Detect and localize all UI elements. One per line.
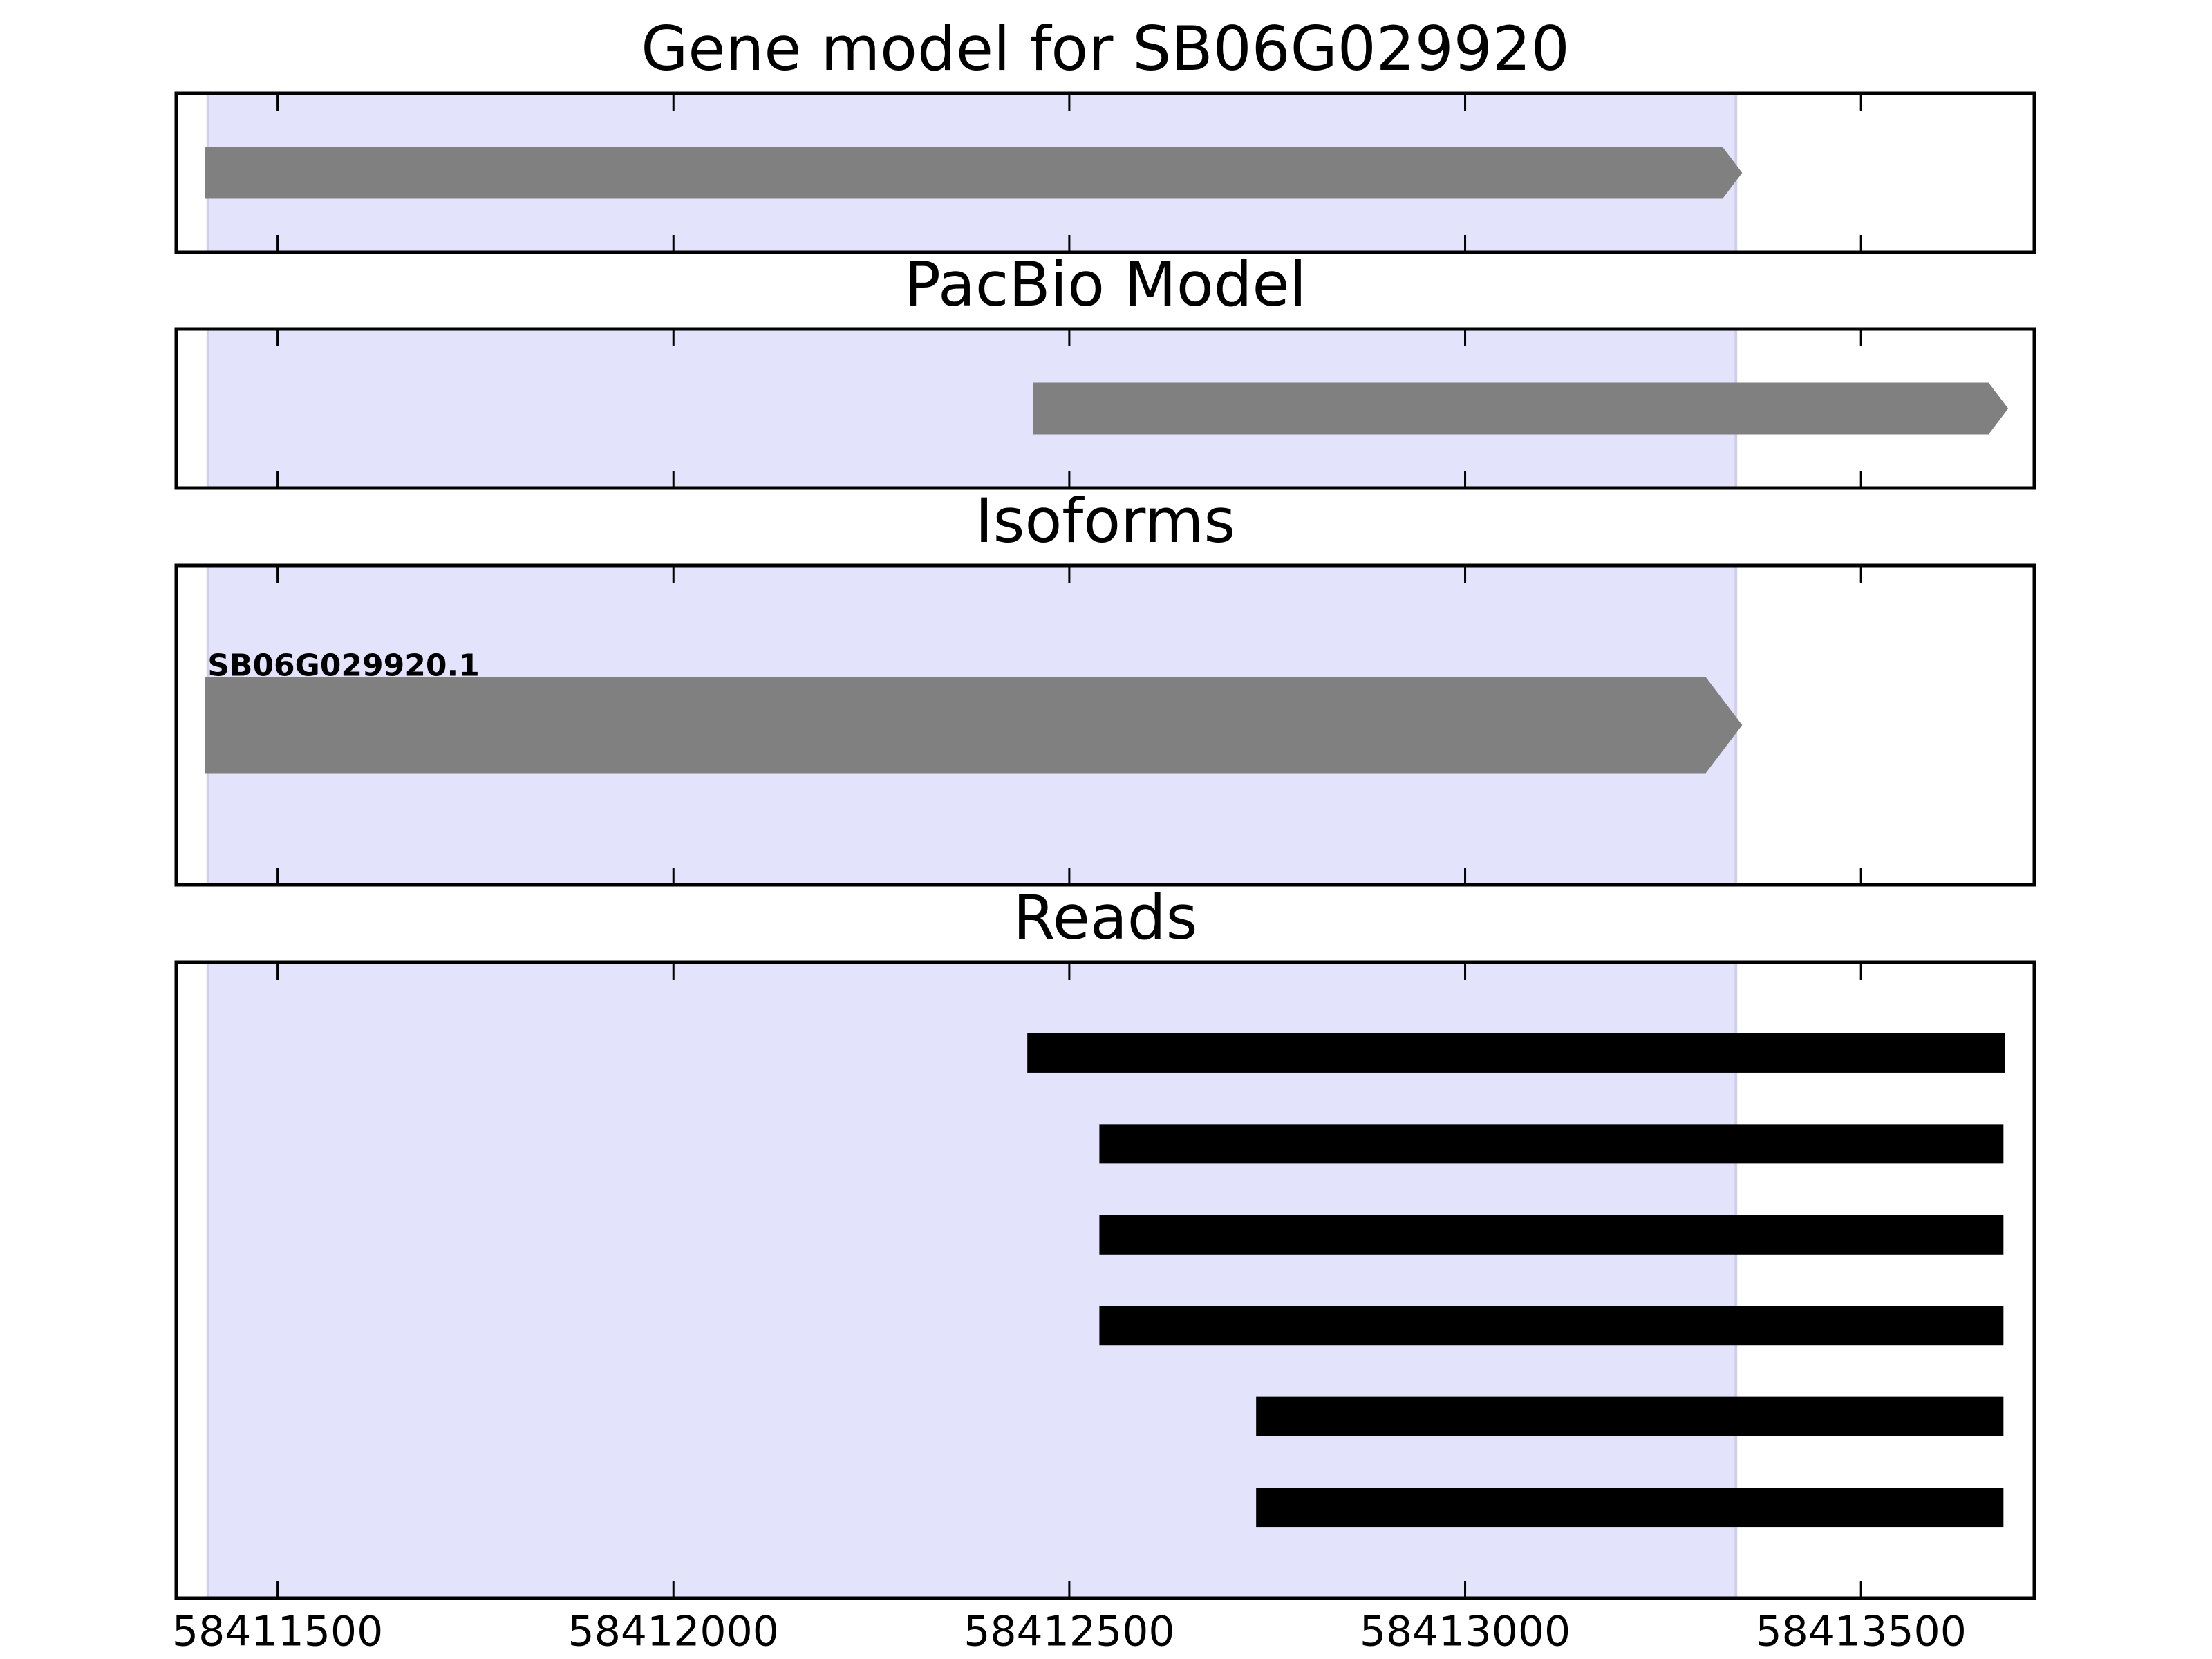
feature [1033, 382, 2009, 435]
panel-frame [174, 91, 2036, 254]
x-tick-label: 58412500 [964, 1608, 1174, 1656]
x-tick-label: 58412000 [568, 1608, 779, 1656]
x-tick-label: 58413000 [1360, 1608, 1571, 1656]
x-tick-label: 58411500 [172, 1608, 383, 1656]
panel-title: PacBio Model [904, 249, 1306, 320]
panel-frame [174, 960, 2036, 1600]
read [1256, 1488, 2004, 1528]
read [1256, 1396, 2004, 1436]
read [1099, 1124, 2004, 1164]
panel-title: Reads [1013, 882, 1198, 953]
feature [205, 147, 1743, 199]
x-tick-label: 58413500 [1755, 1608, 1966, 1656]
read [1099, 1215, 2004, 1255]
read [1099, 1306, 2004, 1346]
read [1027, 1033, 2005, 1073]
panel-frame [174, 563, 2036, 887]
panel-title: Gene model for SB06G029920 [641, 13, 1570, 84]
panel-frame [174, 327, 2036, 490]
panel-title: Isoforms [975, 485, 1236, 556]
feature [205, 677, 1743, 774]
feature-label: SB06G029920.1 [207, 648, 480, 684]
